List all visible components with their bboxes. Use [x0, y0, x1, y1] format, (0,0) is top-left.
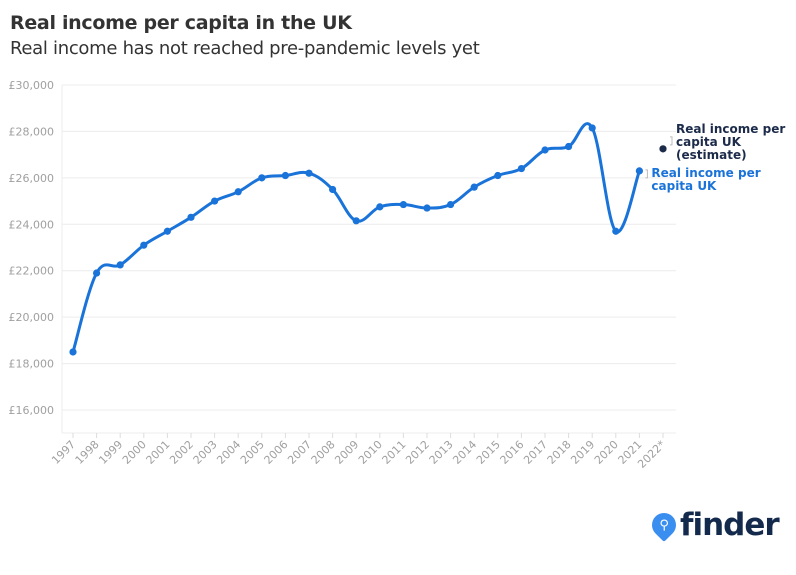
- data-point[interactable]: [281, 171, 289, 180]
- y-tick-label: £28,000: [9, 125, 55, 138]
- data-point[interactable]: [258, 174, 266, 182]
- x-tick-label: 2018: [545, 438, 574, 467]
- finder-logo: ⚲ finder: [647, 507, 780, 543]
- data-point[interactable]: [635, 167, 644, 175]
- data-point[interactable]: [69, 348, 77, 356]
- x-tick-label: 1998: [73, 438, 102, 467]
- logo-text: finder: [680, 507, 780, 543]
- data-point[interactable]: [376, 203, 384, 211]
- grid: [61, 84, 676, 434]
- y-tick-label: £24,000: [9, 218, 55, 231]
- data-point[interactable]: [399, 200, 407, 209]
- data-point[interactable]: [588, 124, 596, 132]
- x-tick-label: 2017: [521, 438, 550, 467]
- x-tick-label: 2011: [380, 438, 409, 467]
- data-point[interactable]: [447, 200, 455, 209]
- y-tick-label: £20,000: [9, 311, 55, 324]
- data-point[interactable]: [305, 169, 313, 177]
- x-tick-label: 2005: [238, 438, 267, 467]
- x-tick-label: 2014: [450, 438, 479, 467]
- x-tick-label: 1999: [96, 438, 125, 467]
- x-tick-label: 2015: [474, 438, 503, 467]
- series-label: capita UK: [651, 179, 717, 193]
- y-tick-label: £30,000: [9, 79, 55, 92]
- data-point[interactable]: [541, 146, 549, 154]
- data-point[interactable]: [612, 227, 620, 235]
- data-point[interactable]: [329, 185, 337, 194]
- x-tick-label: 2006: [262, 438, 291, 467]
- x-tick-label: 2016: [498, 438, 527, 467]
- label-connector: [645, 169, 648, 179]
- data-point[interactable]: [423, 204, 431, 212]
- data-point[interactable]: [93, 269, 101, 277]
- y-axis: £16,000 £18,000 £20,000 £22,000 £24,000 £26,0…: [9, 79, 55, 417]
- data-point[interactable]: [187, 213, 195, 221]
- label-connector: [670, 136, 673, 146]
- series-line: [71, 122, 641, 354]
- data-point[interactable]: [494, 171, 502, 180]
- x-tick-label: 2002: [167, 438, 196, 467]
- x-tick-label: 2001: [144, 438, 173, 467]
- y-tick-label: £18,000: [9, 358, 55, 371]
- data-point[interactable]: [140, 241, 148, 249]
- data-point[interactable]: [565, 142, 573, 151]
- x-tick-label: 2003: [191, 438, 220, 467]
- x-tick-label: 2012: [403, 438, 432, 467]
- data-point[interactable]: [517, 164, 526, 173]
- x-tick-label: 2010: [356, 438, 385, 467]
- y-tick-label: £26,000: [9, 172, 55, 185]
- data-point[interactable]: [116, 261, 124, 269]
- search-icon: ⚲: [647, 508, 681, 542]
- estimate-label: capita UK: [676, 135, 742, 149]
- estimate-point[interactable]: [659, 145, 667, 153]
- x-tick-label: 2022*: [635, 438, 668, 471]
- x-axis: 1997199819992000200120022003200420052006…: [49, 433, 668, 471]
- data-point[interactable]: [352, 217, 360, 225]
- chart-subtitle: Real income has not reached pre-pandemic…: [10, 38, 480, 59]
- data-point[interactable]: [163, 227, 171, 235]
- data-point[interactable]: [470, 183, 478, 191]
- series-label: Real income per: [651, 166, 760, 180]
- x-tick-label: 2008: [309, 438, 338, 467]
- data-point[interactable]: [234, 188, 242, 196]
- y-tick-label: £16,000: [9, 404, 55, 417]
- x-tick-label: 2000: [120, 438, 149, 467]
- data-point[interactable]: [211, 197, 219, 205]
- estimate-label: Real income per: [676, 122, 785, 136]
- x-tick-label: 2004: [214, 438, 243, 467]
- x-tick-label: 2009: [332, 438, 361, 467]
- y-tick-label: £22,000: [9, 265, 55, 278]
- chart-title: Real income per capita in the UK: [10, 12, 352, 34]
- series-points: [69, 124, 667, 356]
- estimate-label: (estimate): [676, 148, 747, 162]
- x-tick-label: 2013: [427, 438, 456, 467]
- x-tick-label: 2019: [568, 438, 597, 467]
- x-tick-label: 1997: [49, 438, 78, 467]
- x-tick-label: 2007: [285, 438, 314, 467]
- x-tick-label: 2020: [592, 438, 621, 467]
